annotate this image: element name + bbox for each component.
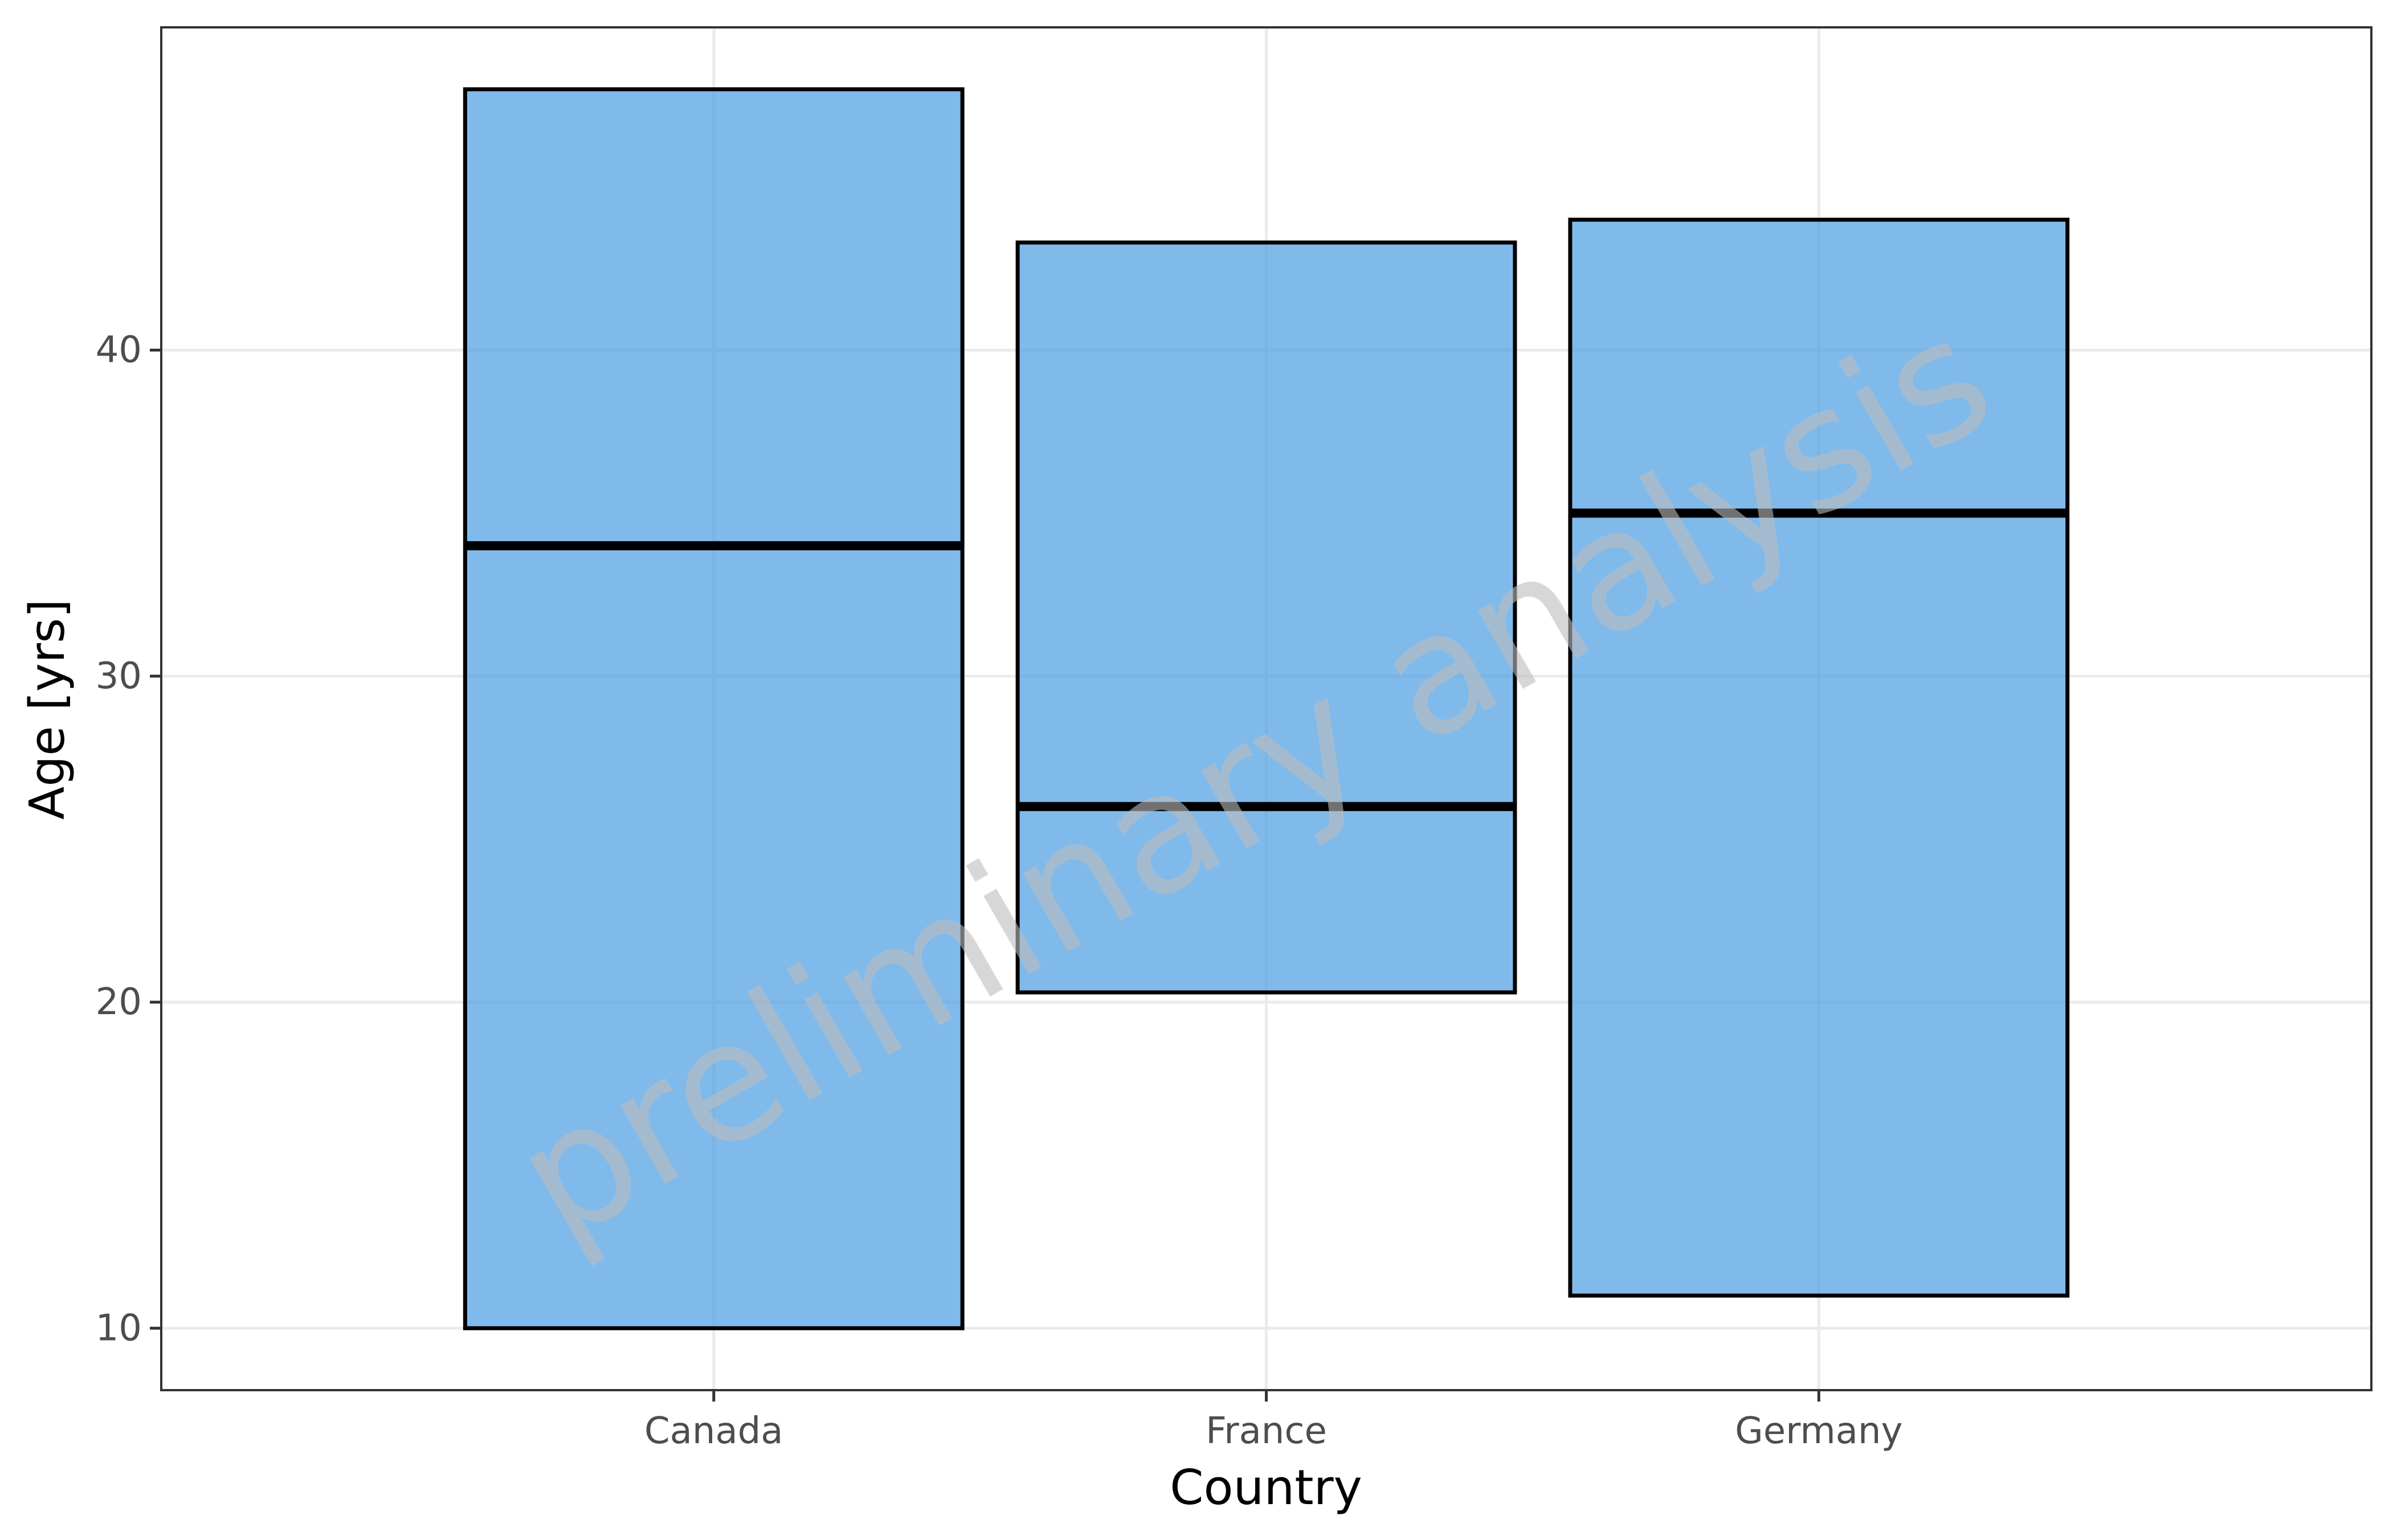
x-tick-label: France xyxy=(1206,1410,1327,1452)
crossbar-box-germany xyxy=(1568,218,2070,1298)
x-axis-title: Country xyxy=(1170,1460,1362,1516)
crossbars xyxy=(463,87,2070,1330)
y-tick-label: 30 xyxy=(96,655,142,697)
x-tick-label: Canada xyxy=(644,1410,783,1452)
y-axis: 10 20 30 40 xyxy=(96,329,161,1349)
y-axis-title: Age [yrs] xyxy=(19,599,76,819)
x-axis: Canada France Germany xyxy=(644,1390,1902,1452)
crossbar-box-canada xyxy=(463,87,965,1330)
y-tick-label: 40 xyxy=(96,329,142,371)
y-tick-label: 10 xyxy=(96,1307,142,1349)
y-tick-label: 20 xyxy=(96,981,142,1023)
crossbar-box-france xyxy=(1015,240,1517,995)
x-tick-label: Germany xyxy=(1735,1410,1902,1452)
